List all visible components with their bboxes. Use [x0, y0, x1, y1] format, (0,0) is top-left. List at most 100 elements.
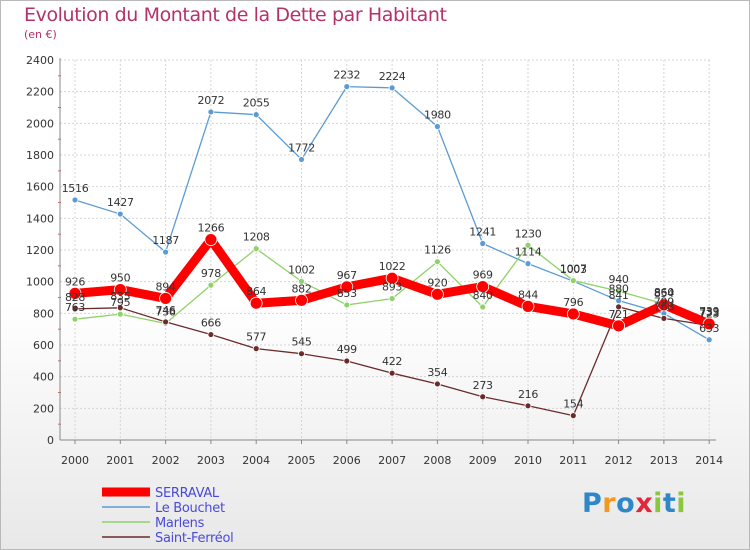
logo-letter: t: [662, 488, 677, 519]
logo-letter: x: [635, 488, 654, 519]
y-tick-label: 200: [33, 402, 54, 415]
x-tick-label: 2005: [288, 454, 316, 467]
data-point-saint-ferr-ol: [71, 305, 79, 313]
data-point-serraval: [204, 233, 218, 246]
data-label-serraval: 844: [518, 288, 538, 301]
data-point-serraval: [113, 283, 127, 296]
data-label-saint-ferr-ol: 835: [110, 290, 130, 303]
data-point-serraval: [249, 296, 263, 310]
data-label-saint-ferr-ol: 154: [563, 398, 583, 411]
data-point-saint-ferr-ol: [660, 314, 668, 322]
data-point-marlens: [252, 245, 260, 253]
data-label-marlens: 763: [65, 301, 85, 314]
data-label-serraval: 1266: [198, 222, 225, 235]
data-label-serraval: 967: [337, 269, 357, 282]
data-point-le-bouchet: [162, 248, 170, 256]
data-point-serraval: [521, 299, 535, 313]
data-point-le-bouchet: [252, 111, 260, 119]
data-label-marlens: 840: [473, 289, 493, 302]
data-label-le-bouchet: 1241: [469, 226, 496, 239]
data-point-serraval: [340, 280, 354, 294]
labels-serraval: 926 950 894 1266 864 882 967 1022 920 969 844 796 72…: [65, 222, 720, 321]
data-label-marlens: 1230: [515, 227, 542, 240]
x-tick-label: 2009: [469, 454, 497, 467]
chart-subtitle: (en €): [24, 28, 57, 41]
data-point-marlens: [298, 277, 305, 285]
labels-saint-ferr-ol: 828 835 746 666 577 545 499 422 354 273 216 154 841 7…: [65, 289, 720, 411]
series-serraval: [68, 233, 716, 333]
data-point-le-bouchet: [524, 260, 532, 268]
data-label-le-bouchet: 799: [654, 295, 674, 308]
y-tick-label: 400: [33, 371, 54, 384]
data-point-serraval: [430, 287, 444, 301]
data-point-marlens: [116, 310, 124, 318]
data-point-serraval: [657, 298, 671, 312]
data-point-saint-ferr-ol: [433, 380, 441, 388]
logo-letter: i: [653, 488, 663, 519]
data-label-saint-ferr-ol: 723: [699, 308, 719, 321]
data-label-serraval: 950: [110, 272, 130, 285]
legend-label-le-bouchet: Le Bouchet: [155, 501, 225, 516]
data-point-serraval: [68, 286, 82, 300]
labels-le-bouchet: 1516 1427 1187 2072 2055 1772 2232 2224 1980 1241…: [62, 69, 720, 335]
grid-lines: 0 200 400 600 800 1000 1200 1400 1600 1800 2000 220…: [26, 54, 710, 447]
data-label-le-bouchet: 633: [699, 322, 719, 335]
data-label-marlens: 795: [110, 296, 130, 309]
data-label-le-bouchet: 2055: [243, 97, 270, 110]
data-label-saint-ferr-ol: 746: [156, 304, 176, 317]
logo-letter: o: [616, 488, 636, 519]
y-tick-label: 1400: [26, 212, 54, 225]
data-label-saint-ferr-ol: 841: [609, 289, 629, 302]
y-tick-label: 2400: [26, 54, 54, 67]
data-label-marlens: 1007: [560, 263, 587, 276]
data-label-serraval: 1022: [379, 260, 406, 273]
logo-letter: i: [676, 488, 687, 519]
data-point-saint-ferr-ol: [479, 393, 487, 401]
data-point-saint-ferr-ol: [615, 303, 622, 311]
data-label-serraval: 864: [246, 285, 266, 298]
data-point-le-bouchet: [433, 123, 441, 130]
data-label-marlens: 736: [156, 305, 176, 318]
chart-title: Evolution du Montant de la Dette par Hab…: [24, 4, 447, 26]
data-label-saint-ferr-ol: 216: [518, 388, 538, 401]
data-label-marlens: 1002: [288, 263, 315, 276]
y-tick-label: 2000: [26, 117, 54, 130]
data-point-saint-ferr-ol: [569, 412, 577, 420]
proxiti-logo: Proxiti: [582, 488, 686, 519]
data-label-le-bouchet: 1516: [62, 182, 89, 195]
data-point-serraval: [566, 307, 580, 321]
y-tick-label: 0: [47, 434, 54, 447]
data-label-saint-ferr-ol: 768: [654, 300, 674, 313]
x-tick-label: 2003: [197, 454, 225, 467]
data-point-serraval: [612, 319, 625, 333]
data-label-marlens: 739: [699, 305, 719, 318]
data-point-serraval: [295, 293, 308, 307]
data-point-le-bouchet: [71, 196, 79, 204]
x-tick-label: 2006: [333, 454, 361, 467]
data-label-serraval: 854: [654, 287, 674, 300]
data-label-le-bouchet: 1427: [107, 196, 134, 209]
x-tick-label: 2011: [559, 454, 587, 467]
y-tick-label: 1200: [26, 244, 54, 257]
legend-label-saint-ferr-ol: Saint-Ferréol: [155, 531, 233, 546]
data-label-le-bouchet: 2232: [333, 69, 360, 82]
data-label-saint-ferr-ol: 545: [291, 336, 311, 349]
data-label-le-bouchet: 2072: [198, 94, 225, 107]
x-tick-label: 2013: [650, 454, 678, 467]
data-label-marlens: 940: [609, 273, 629, 286]
data-label-le-bouchet: 1980: [424, 109, 451, 122]
data-label-serraval: 721: [609, 308, 629, 321]
data-point-marlens: [524, 241, 532, 249]
data-point-saint-ferr-ol: [252, 345, 260, 353]
x-tick-label: 2000: [61, 454, 89, 467]
data-point-marlens: [343, 301, 351, 309]
data-label-saint-ferr-ol: 273: [473, 379, 493, 392]
x-tick-label: 2007: [378, 454, 406, 467]
x-tick-label: 2001: [106, 454, 134, 467]
x-tick-label: 2004: [242, 454, 270, 467]
data-label-marlens: 1208: [243, 231, 270, 244]
data-point-saint-ferr-ol: [162, 318, 170, 326]
data-label-le-bouchet: 1772: [288, 141, 315, 154]
